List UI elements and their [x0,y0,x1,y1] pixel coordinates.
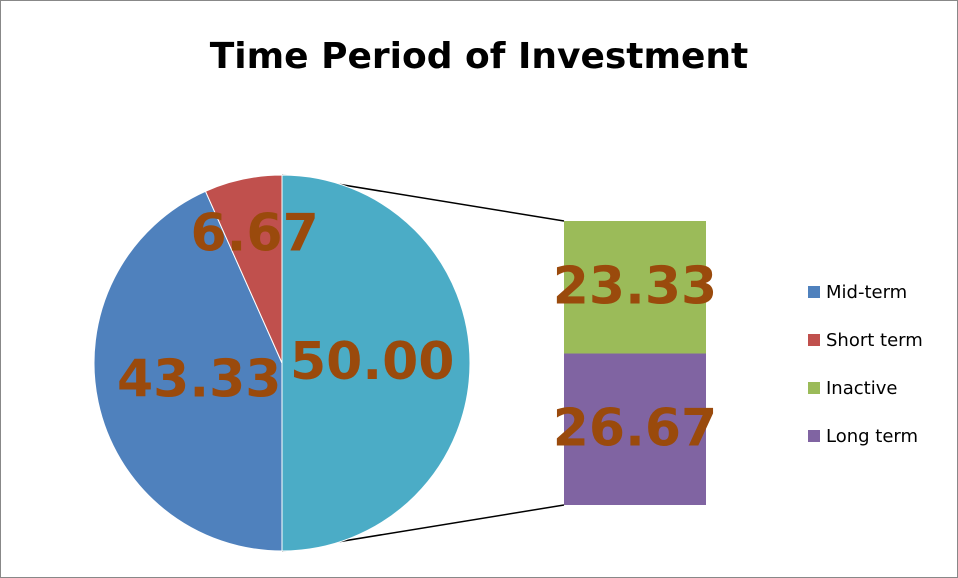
legend-label: Mid-term [826,282,907,303]
value-label: 50.00 [290,332,454,392]
value-label: 43.33 [117,350,281,410]
pie-slice [204,174,283,364]
legend-label: Long term [826,426,918,447]
legend-swatch [808,382,820,394]
bar-segment [564,221,706,354]
chart-title: Time Period of Investment [210,36,749,77]
value-label: 6.67 [190,203,318,263]
value-label: 26.67 [553,398,717,458]
pie-slice [93,190,283,552]
legend-swatch [808,430,820,442]
bar-segment [564,353,706,505]
pie-slice [281,174,471,552]
legend-swatch [808,286,820,298]
legend-label: Short term [826,330,923,351]
legend-swatch [808,334,820,346]
value-label: 23.33 [553,256,717,316]
legend-label: Inactive [826,378,897,399]
